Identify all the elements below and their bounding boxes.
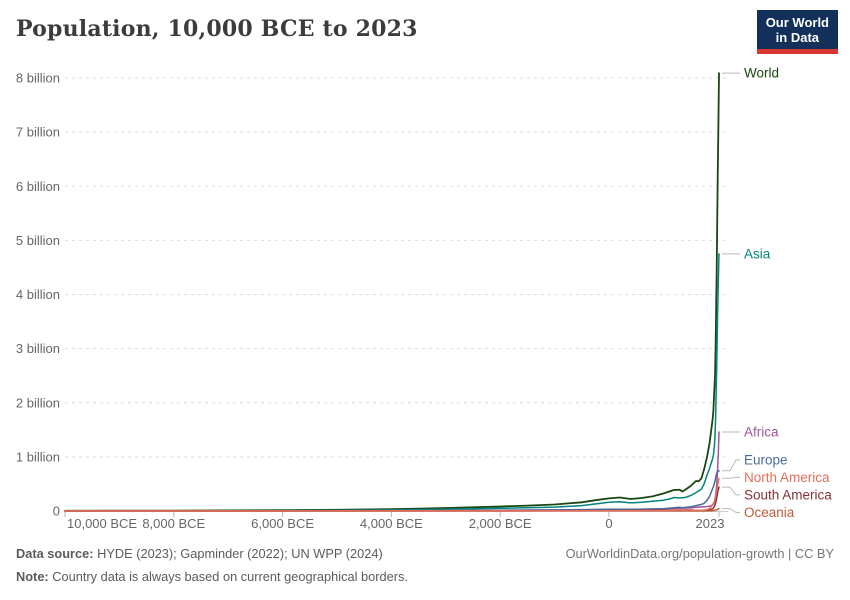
population-line-chart[interactable]: 0 1 billion 2 billion 3 billion 4 billion 5 b… bbox=[0, 0, 850, 540]
x-axis-label-2-000-bce: 2,000 BCE bbox=[469, 516, 532, 531]
y-axis-label-1: 1 billion bbox=[16, 449, 60, 464]
x-axis-label-6-000-bce: 6,000 BCE bbox=[251, 516, 314, 531]
x-axis-label-4-000-bce: 4,000 BCE bbox=[360, 516, 423, 531]
data-source-label: Data source: bbox=[16, 546, 94, 561]
chart-footer: Data source: HYDE (2023); Gapminder (202… bbox=[16, 542, 834, 588]
leader-line-north-america bbox=[722, 476, 740, 479]
y-axis-label-8: 8 billion bbox=[16, 71, 60, 86]
y-axis-label-6: 6 billion bbox=[16, 179, 60, 194]
y-axis-label-3: 3 billion bbox=[16, 341, 60, 356]
page-title: Population, 10,000 BCE to 2023 bbox=[16, 16, 418, 42]
note-line: Note: Country data is always based on cu… bbox=[16, 565, 408, 588]
owid-logo-text-line1: Our World bbox=[765, 15, 829, 30]
series-label-south-america[interactable]: South America bbox=[744, 487, 832, 502]
x-axis-label-10-000-bce: 10,000 BCE bbox=[67, 516, 137, 531]
owid-logo-text-line2: in Data bbox=[775, 30, 820, 45]
series-line-south-america[interactable] bbox=[64, 486, 720, 512]
y-axis-label-7: 7 billion bbox=[16, 125, 60, 140]
series-label-asia[interactable]: Asia bbox=[744, 246, 771, 261]
x-axis-label-8-000-bce: 8,000 BCE bbox=[142, 516, 205, 531]
x-axis-label-2023: 2023 bbox=[696, 516, 725, 531]
series-label-africa[interactable]: Africa bbox=[744, 424, 779, 439]
series-label-north-america[interactable]: North America bbox=[744, 470, 830, 485]
leader-line-south-america bbox=[722, 486, 740, 496]
series-label-europe[interactable]: Europe bbox=[744, 452, 788, 467]
owid-logo[interactable]: Our World in Data bbox=[756, 10, 838, 54]
series-line-europe[interactable] bbox=[64, 470, 720, 512]
series-line-asia[interactable] bbox=[64, 253, 720, 512]
series-label-oceania[interactable]: Oceania bbox=[744, 505, 795, 520]
data-source-text: HYDE (2023); Gapminder (2022); UN WPP (2… bbox=[93, 546, 383, 561]
footer-source-note: Data source: HYDE (2023); Gapminder (202… bbox=[16, 542, 408, 588]
y-axis-label-5: 5 billion bbox=[16, 233, 60, 248]
y-axis-label-2: 2 billion bbox=[16, 395, 60, 410]
x-axis-label-0: 0 bbox=[605, 516, 612, 531]
series-label-world[interactable]: World bbox=[744, 66, 779, 81]
y-axis-label-0: 0 bbox=[53, 504, 60, 519]
y-axis-label-4: 4 billion bbox=[16, 287, 60, 302]
series-line-africa[interactable] bbox=[64, 431, 720, 512]
footer-attribution-link[interactable]: OurWorldinData.org/population-growth | C… bbox=[565, 546, 834, 561]
data-source-line: Data source: HYDE (2023); Gapminder (202… bbox=[16, 542, 408, 565]
leader-line-oceania bbox=[722, 508, 740, 513]
series-line-north-america[interactable] bbox=[64, 477, 720, 512]
leader-line-europe bbox=[722, 459, 740, 472]
series-line-world[interactable] bbox=[64, 72, 720, 512]
note-text: Country data is always based on current … bbox=[48, 569, 408, 584]
note-label: Note: bbox=[16, 569, 49, 584]
